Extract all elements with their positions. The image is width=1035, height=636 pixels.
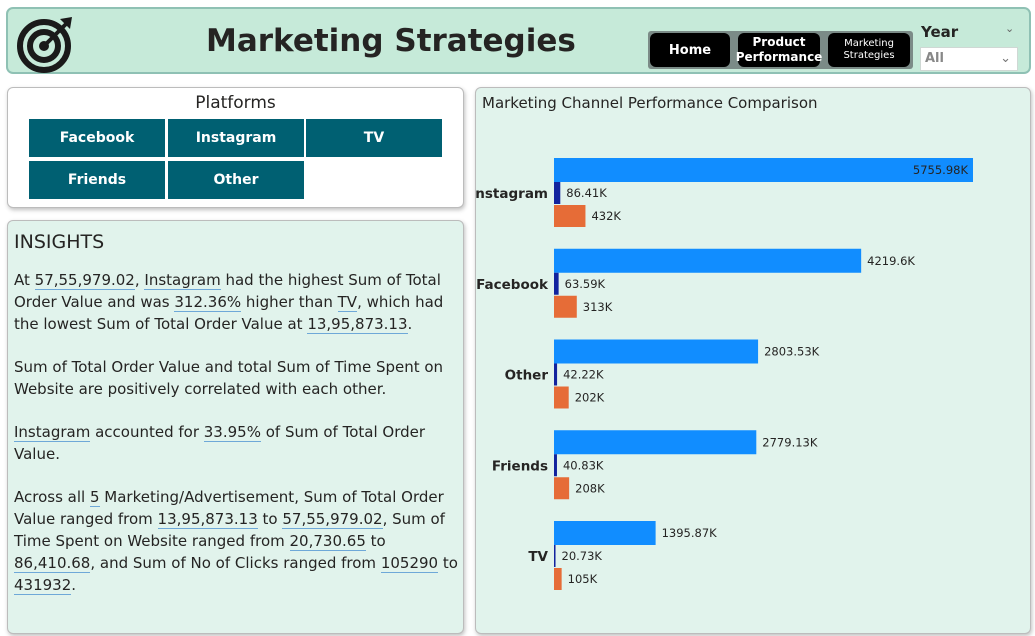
platform-button-friends[interactable]: Friends — [29, 161, 165, 199]
insights-text: At 57,55,979.02, Instagram had the highe… — [14, 269, 460, 617]
data-label: 42.22K — [563, 368, 604, 382]
bar[interactable] — [554, 205, 586, 227]
chart-title: Marketing Channel Performance Comparison — [482, 94, 818, 112]
header-bar: Marketing Strategies Home Product Perfor… — [6, 7, 1031, 74]
bar[interactable] — [554, 521, 656, 545]
highlight-value: 33.95% — [203, 423, 261, 442]
data-label: 2803.53K — [764, 345, 820, 359]
platform-button-instagram[interactable]: Instagram — [168, 119, 304, 157]
highlight-value: Instagram — [14, 423, 91, 442]
highlight-value: 86,410.68 — [14, 554, 91, 573]
bar[interactable] — [554, 545, 556, 567]
bar[interactable] — [554, 363, 558, 386]
category-label: Facebook — [476, 277, 549, 293]
insights-panel: INSIGHTS At 57,55,979.02, Instagram had … — [7, 220, 464, 634]
bar[interactable] — [554, 568, 562, 590]
year-dropdown[interactable]: All ⌄ — [920, 47, 1018, 71]
highlight-value: 431932 — [14, 576, 72, 595]
page-title: Marketing Strategies — [206, 23, 576, 59]
data-label: 208K — [575, 481, 605, 495]
data-label: 105K — [568, 572, 598, 586]
bar[interactable] — [554, 248, 862, 273]
highlight-value: TV — [337, 293, 358, 312]
insight-paragraph: Instagram accounted for 33.95% of Sum of… — [14, 423, 426, 463]
insights-heading: INSIGHTS — [14, 231, 105, 253]
insight-paragraph: Across all 5 Marketing/Advertisement, Su… — [14, 488, 458, 595]
highlight-value: 13,95,873.13 — [307, 315, 408, 334]
data-label: 432K — [591, 209, 621, 223]
channel-performance-chart: Marketing Channel Performance Comparison… — [475, 87, 1031, 634]
insight-paragraph: Sum of Total Order Value and total Sum o… — [14, 358, 444, 398]
data-label: 4219.6K — [867, 254, 915, 268]
bar[interactable] — [554, 386, 569, 409]
product-performance-nav-button[interactable]: Product Performance — [736, 33, 822, 67]
category-label: Friends — [492, 458, 548, 474]
data-label: 5755.98K — [913, 163, 969, 177]
bar[interactable] — [554, 430, 757, 455]
bar[interactable] — [554, 477, 570, 500]
home-nav-button[interactable]: Home — [650, 33, 730, 67]
bar[interactable] — [554, 158, 973, 182]
platforms-title: Platforms — [195, 93, 276, 113]
highlight-value: 105290 — [380, 554, 439, 573]
highlight-value: Instagram — [144, 271, 221, 290]
bar[interactable] — [554, 272, 559, 295]
platforms-slicer: Platforms Facebook Instagram TV Friends … — [7, 87, 464, 208]
bar[interactable] — [554, 339, 759, 364]
highlight-value: 13,95,873.13 — [157, 510, 258, 529]
chevron-down-icon: ⌄ — [1000, 51, 1011, 66]
data-label: 86.41K — [566, 186, 607, 200]
data-label: 313K — [583, 300, 613, 314]
platform-button-tv[interactable]: TV — [306, 119, 442, 157]
highlight-value: 5 — [89, 488, 100, 507]
highlight-value: 57,55,979.02 — [282, 510, 383, 529]
category-label: Instagram — [476, 186, 548, 202]
data-label: 202K — [575, 391, 605, 405]
data-label: 20.73K — [562, 549, 603, 563]
bar[interactable] — [554, 182, 561, 204]
bar-chart-svg: Instagram 5755.98K 86.41K 432K Facebook 4219.… — [476, 158, 973, 590]
data-label: 2779.13K — [762, 435, 818, 449]
data-label: 1395.87K — [662, 526, 718, 540]
data-label: 63.59K — [565, 277, 606, 291]
year-dropdown-value: All — [925, 51, 944, 66]
data-label: 40.83K — [563, 458, 604, 472]
highlight-value: 57,55,979.02 — [34, 271, 135, 290]
bar[interactable] — [554, 454, 557, 477]
highlight-value: 20,730.65 — [289, 532, 366, 551]
highlight-value: 312.36% — [174, 293, 242, 312]
bar[interactable] — [554, 295, 577, 318]
collapse-chevron-icon[interactable]: ⌄ — [1005, 22, 1015, 35]
category-label: TV — [528, 549, 548, 565]
marketing-strategies-nav-button[interactable]: Marketing Strategies — [828, 33, 910, 67]
year-filter-label: Year — [921, 23, 959, 41]
category-label: Other — [505, 368, 549, 384]
platform-button-other[interactable]: Other — [168, 161, 304, 199]
platform-button-facebook[interactable]: Facebook — [29, 119, 165, 157]
nav-button-group: Home Product Performance Marketing Strat… — [648, 31, 913, 69]
target-logo-icon — [17, 17, 72, 73]
insight-paragraph: At 57,55,979.02, Instagram had the highe… — [14, 271, 444, 334]
